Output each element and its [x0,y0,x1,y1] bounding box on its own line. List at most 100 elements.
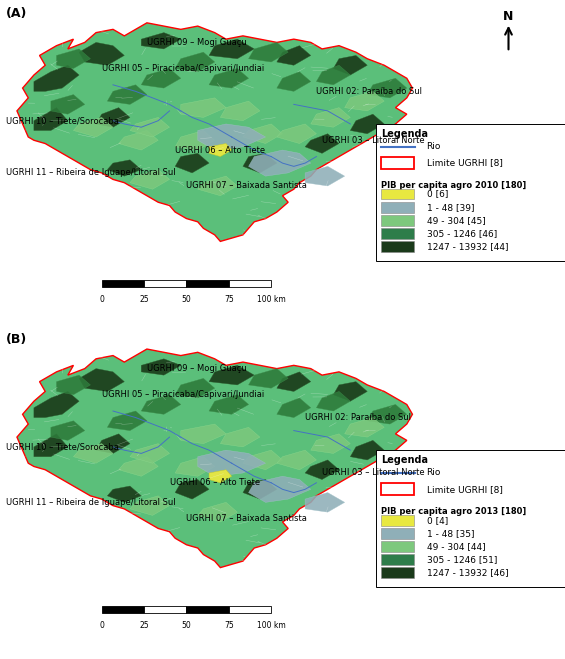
Text: (A): (A) [6,7,27,20]
Polygon shape [316,391,350,411]
Text: 0 [6]: 0 [6] [427,190,448,198]
Bar [381,515,414,526]
Text: UGRHI 10 – Tiete/Sorocaba: UGRHI 10 – Tiete/Sorocaba [6,442,119,451]
Text: 75: 75 [224,295,234,304]
Text: UGRHI 09 – Mogi Guaçu: UGRHI 09 – Mogi Guaçu [147,38,247,47]
Text: 0 [4]: 0 [4] [427,516,448,525]
Polygon shape [333,382,367,401]
Polygon shape [141,358,181,375]
Polygon shape [141,69,181,88]
Polygon shape [51,421,85,440]
Text: 305 - 1246 [51]: 305 - 1246 [51] [427,555,497,564]
Text: 49 - 304 [44]: 49 - 304 [44] [427,542,485,551]
Text: UGRHI 06 – Alto Tiete: UGRHI 06 – Alto Tiete [175,146,266,155]
Bar [144,606,186,614]
Bar [381,188,414,200]
Text: 50: 50 [181,295,192,304]
Text: 75: 75 [224,621,234,631]
Text: 305 - 1246 [46]: 305 - 1246 [46] [427,229,497,238]
Text: UGRHI 03 – Litoral Norte: UGRHI 03 – Litoral Norte [322,136,425,145]
Polygon shape [277,72,311,92]
Polygon shape [277,45,311,65]
Polygon shape [277,398,311,418]
Polygon shape [367,78,407,98]
Text: 100 km: 100 km [257,621,285,631]
Polygon shape [34,107,68,130]
Polygon shape [305,492,345,512]
Polygon shape [350,440,384,460]
Polygon shape [243,124,282,144]
Text: UGRHI 09 – Mogi Guaçu: UGRHI 09 – Mogi Guaçu [147,364,247,373]
Polygon shape [181,424,226,444]
Bar [102,606,144,614]
Polygon shape [249,42,288,62]
Polygon shape [209,144,232,157]
Text: Rio: Rio [427,142,441,152]
Polygon shape [311,107,350,127]
Text: UGRHI 05 – Piracicaba/Capivari/Jundiai: UGRHI 05 – Piracicaba/Capivari/Jundiai [102,64,264,73]
Text: 50: 50 [181,621,192,631]
Polygon shape [198,124,266,150]
Polygon shape [311,434,350,453]
Text: (B): (B) [6,333,27,346]
Text: 0: 0 [99,621,104,631]
Bar [186,280,229,287]
Text: 25: 25 [139,621,149,631]
Polygon shape [220,101,260,121]
Bar [381,541,414,552]
Polygon shape [277,124,316,144]
Text: UGRHI 06 – Alto Tiete: UGRHI 06 – Alto Tiete [170,478,260,487]
Text: 100 km: 100 km [257,295,285,304]
Bar [381,228,414,239]
Text: 49 - 304 [45]: 49 - 304 [45] [427,215,485,225]
Text: UGRHI 03 – Litoral Norte: UGRHI 03 – Litoral Norte [322,469,425,478]
Polygon shape [119,130,158,150]
Text: 1 - 48 [35]: 1 - 48 [35] [427,529,474,538]
Polygon shape [243,154,277,173]
Polygon shape [220,427,260,447]
Bar [381,567,414,578]
Polygon shape [345,92,384,111]
Polygon shape [56,49,90,69]
Polygon shape [130,117,170,137]
Bar [381,484,414,495]
Polygon shape [209,69,249,88]
Polygon shape [305,460,339,480]
Polygon shape [175,130,215,150]
Polygon shape [34,391,79,418]
Polygon shape [141,395,181,415]
Polygon shape [249,368,288,388]
Bar [381,202,414,212]
Text: UGRHI 11 – Ribeira de Iguape/Litoral Sul: UGRHI 11 – Ribeira de Iguape/Litoral Sul [6,498,175,507]
Polygon shape [34,65,79,92]
Polygon shape [305,166,345,186]
Text: Limite UGRHI [8]: Limite UGRHI [8] [427,485,502,494]
Text: UGRHI 07 – Baixada Santista: UGRHI 07 – Baixada Santista [186,181,307,190]
Text: 0: 0 [99,295,104,304]
Polygon shape [34,434,68,457]
Polygon shape [119,457,158,476]
Polygon shape [130,169,170,189]
Polygon shape [175,378,215,398]
Polygon shape [277,372,311,391]
Bar [376,124,565,261]
Text: 25: 25 [139,295,149,304]
Polygon shape [316,65,350,85]
Polygon shape [198,176,237,196]
Polygon shape [73,444,113,463]
Text: 1 - 48 [39]: 1 - 48 [39] [427,202,474,212]
Polygon shape [141,32,181,49]
Polygon shape [107,411,147,430]
Bar [381,528,414,538]
Text: Rio: Rio [427,469,441,478]
Text: UGRHI 07 – Baixada Santista: UGRHI 07 – Baixada Santista [186,514,307,523]
Polygon shape [17,23,412,241]
Polygon shape [243,450,282,470]
Polygon shape [107,160,141,176]
Text: Limite UGRHI [8]: Limite UGRHI [8] [427,159,502,167]
Polygon shape [79,368,124,391]
Polygon shape [175,154,209,173]
Polygon shape [181,98,226,117]
Polygon shape [175,457,215,476]
Text: UGRHI 11 – Ribeira de Iguape/Litoral Sul: UGRHI 11 – Ribeira de Iguape/Litoral Sul [6,169,175,177]
